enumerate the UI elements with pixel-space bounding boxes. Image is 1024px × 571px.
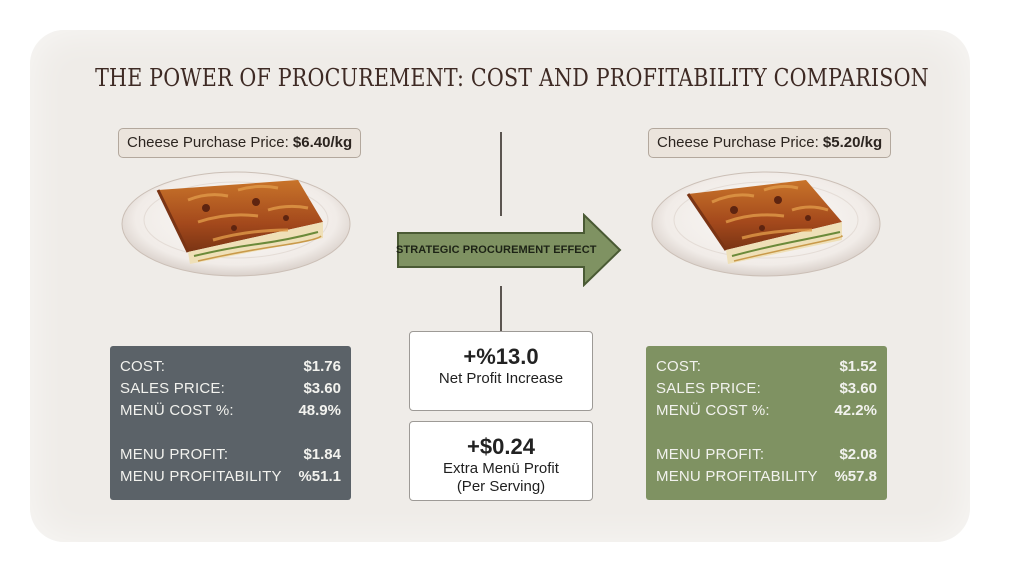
menu-profitability-value: %51.1 <box>298 468 341 485</box>
extra-menu-profit-box: +$0.24 Extra Menü Profit (Per Serving) <box>409 421 593 501</box>
sales-price-label: SALES PRICE: <box>120 380 225 397</box>
menu-cost-label: MENÜ COST %: <box>656 402 770 419</box>
extra-menu-profit-value: +$0.24 <box>467 434 535 459</box>
cost-value: $1.76 <box>303 358 341 375</box>
cost-row: COST: $1.52 <box>656 356 877 378</box>
improved-cost-panel: COST: $1.52 SALES PRICE: $3.60 MENÜ COST %… <box>646 346 887 500</box>
sales-price-label: SALES PRICE: <box>656 380 761 397</box>
page-title: THE POWER OF PROCUREMENT: COST AND PROFI… <box>95 64 929 92</box>
center-divider-bottom <box>500 286 502 332</box>
left-price-label: Cheese Purchase Price: <box>127 134 293 151</box>
net-profit-increase-label: Net Profit Increase <box>438 370 564 387</box>
menu-profitability-row: MENU PROFITABILITY %51.1 <box>120 466 341 488</box>
net-profit-increase-box: +%13.0 Net Profit Increase <box>409 331 593 411</box>
menu-profit-label: MENU PROFIT: <box>120 446 229 463</box>
menu-cost-row: MENÜ COST %: 48.9% <box>120 400 341 422</box>
menu-profit-row: MENU PROFIT: $1.84 <box>120 444 341 466</box>
sales-price-value: $3.60 <box>839 380 877 397</box>
current-cost-panel: COST: $1.76 SALES PRICE: $3.60 MENÜ COST %… <box>110 346 351 500</box>
cost-label: COST: <box>120 358 166 375</box>
cost-row: COST: $1.76 <box>120 356 341 378</box>
menu-cost-value: 42.2% <box>834 402 877 419</box>
cost-label: COST: <box>656 358 702 375</box>
borek-plate-image-left <box>121 171 351 277</box>
menu-cost-row: MENÜ COST %: 42.2% <box>656 400 877 422</box>
menu-profit-value: $2.08 <box>839 446 877 463</box>
right-price-label: Cheese Purchase Price: <box>657 134 823 151</box>
cost-value: $1.52 <box>839 358 877 375</box>
right-price-tag: Cheese Purchase Price: $5.20/kg <box>648 128 892 158</box>
menu-profitability-label: MENU PROFITABILITY <box>120 468 282 485</box>
sales-price-value: $3.60 <box>303 380 341 397</box>
sales-price-row: SALES PRICE: $3.60 <box>120 378 341 400</box>
left-price-tag: Cheese Purchase Price: $6.40/kg <box>118 128 362 158</box>
menu-cost-label: MENÜ COST %: <box>120 402 234 419</box>
arrow-label: STRATEGIC PROCUREMENT EFFECT <box>396 244 597 256</box>
borek-plate-image-right <box>651 171 881 277</box>
extra-menu-profit-label: Extra Menü Profit <box>443 460 559 477</box>
menu-profitability-label: MENU PROFITABILITY <box>656 468 818 485</box>
menu-profit-value: $1.84 <box>303 446 341 463</box>
procurement-arrow-icon <box>397 213 622 287</box>
sales-price-row: SALES PRICE: $3.60 <box>656 378 877 400</box>
right-price-value: $5.20/kg <box>822 134 883 151</box>
extra-menu-profit-sublabel: (Per Serving) <box>456 478 546 495</box>
left-price-value: $6.40/kg <box>292 134 353 151</box>
net-profit-increase-value: +%13.0 <box>463 344 539 369</box>
menu-cost-value: 48.9% <box>298 402 341 419</box>
center-divider-top <box>500 132 502 216</box>
menu-profitability-value: %57.8 <box>834 468 877 485</box>
menu-profitability-row: MENU PROFITABILITY %57.8 <box>656 466 877 488</box>
menu-profit-label: MENU PROFIT: <box>656 446 765 463</box>
menu-profit-row: MENU PROFIT: $2.08 <box>656 444 877 466</box>
